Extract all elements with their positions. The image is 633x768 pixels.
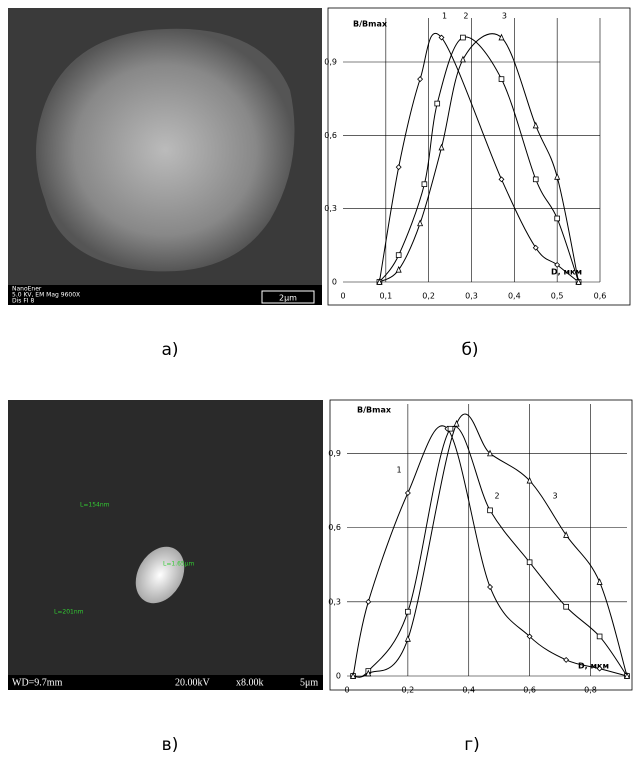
annotation: L=1.65μm xyxy=(163,561,195,568)
figure: NanoEner 5.0 KV, EM Mag 9600X Dis FI 8 2… xyxy=(0,0,633,764)
caption: а) xyxy=(161,340,178,360)
series-line xyxy=(353,426,627,677)
marker xyxy=(555,174,560,179)
series-label: 2 xyxy=(494,492,499,501)
marker xyxy=(405,491,410,496)
x-tick-label: 0,2 xyxy=(402,686,415,695)
marker xyxy=(533,177,538,182)
marker xyxy=(499,35,504,40)
y-tick-label: 0 xyxy=(336,672,341,681)
x-tick-label: 0,5 xyxy=(551,292,564,301)
series-line xyxy=(379,33,578,282)
marker xyxy=(454,421,459,426)
marker xyxy=(499,77,504,82)
sem-footer: WD=9.7mm xyxy=(12,677,63,688)
caption: в) xyxy=(162,735,179,755)
marker xyxy=(366,599,371,604)
x-tick-label: 0,4 xyxy=(462,686,475,695)
annotation: L=201nm xyxy=(54,609,84,616)
marker xyxy=(488,585,493,590)
x-tick-label: 0 xyxy=(344,686,349,695)
marker xyxy=(435,101,440,106)
series-label: 3 xyxy=(552,492,557,501)
caption: г) xyxy=(464,735,480,755)
marker xyxy=(461,35,466,40)
series-line xyxy=(379,34,578,282)
chart-frame xyxy=(330,400,632,690)
y-tick-label: 0,3 xyxy=(324,204,337,213)
marker xyxy=(439,145,444,150)
y-axis-label: B/Bmax xyxy=(357,406,392,415)
series-label: 2 xyxy=(463,12,468,21)
x-axis-label: D, мкм xyxy=(578,662,609,671)
marker xyxy=(597,579,602,584)
chart-frame xyxy=(328,8,630,305)
marker xyxy=(564,604,569,609)
y-axis-label: B/Bmax xyxy=(353,20,388,29)
x-tick-label: 0,3 xyxy=(465,292,478,301)
y-tick-label: 0,6 xyxy=(324,131,337,140)
sem-footer: 5μm xyxy=(300,677,318,688)
series-label: 3 xyxy=(502,12,507,21)
marker xyxy=(418,220,423,225)
x-tick-label: 0,6 xyxy=(523,686,536,695)
caption: б) xyxy=(461,340,478,360)
series-line xyxy=(379,37,578,282)
x-tick-label: 0,6 xyxy=(594,292,607,301)
y-tick-label: 0,6 xyxy=(328,523,341,532)
sem-footer: 20.00kV xyxy=(175,677,211,688)
sem-image-b: WD=9.7mm 20.00kV x8.00k 5μm L=154nm L=1.… xyxy=(8,400,323,690)
y-tick-label: 0,9 xyxy=(324,58,337,67)
marker xyxy=(405,609,410,614)
sem-line: Dis FI 8 xyxy=(12,298,34,305)
x-tick-label: 0,4 xyxy=(508,292,521,301)
y-tick-label: 0 xyxy=(332,278,337,287)
marker xyxy=(564,658,569,663)
marker xyxy=(422,182,427,187)
scale-bar: 2μm xyxy=(279,294,297,303)
marker xyxy=(499,177,504,182)
marker xyxy=(555,216,560,221)
x-tick-label: 0,1 xyxy=(379,292,392,301)
marker xyxy=(405,636,410,641)
x-tick-label: 0 xyxy=(340,292,345,301)
sem-footer: x8.00k xyxy=(236,677,264,688)
x-tick-label: 0,8 xyxy=(584,686,597,695)
marker xyxy=(448,426,453,431)
marker xyxy=(396,253,401,258)
series-label: 1 xyxy=(442,12,447,21)
sem-image-a: NanoEner 5.0 KV, EM Mag 9600X Dis FI 8 2… xyxy=(8,8,322,305)
series-line xyxy=(353,426,627,676)
marker xyxy=(533,123,538,128)
y-tick-label: 0,3 xyxy=(328,597,341,606)
marker xyxy=(597,634,602,639)
series-label: 1 xyxy=(396,466,401,475)
x-tick-label: 0,2 xyxy=(422,292,435,301)
marker xyxy=(396,165,401,170)
annotation: L=154nm xyxy=(80,502,110,509)
y-tick-label: 0,9 xyxy=(328,449,341,458)
marker xyxy=(418,77,423,82)
marker xyxy=(527,560,532,565)
marker xyxy=(488,508,493,513)
